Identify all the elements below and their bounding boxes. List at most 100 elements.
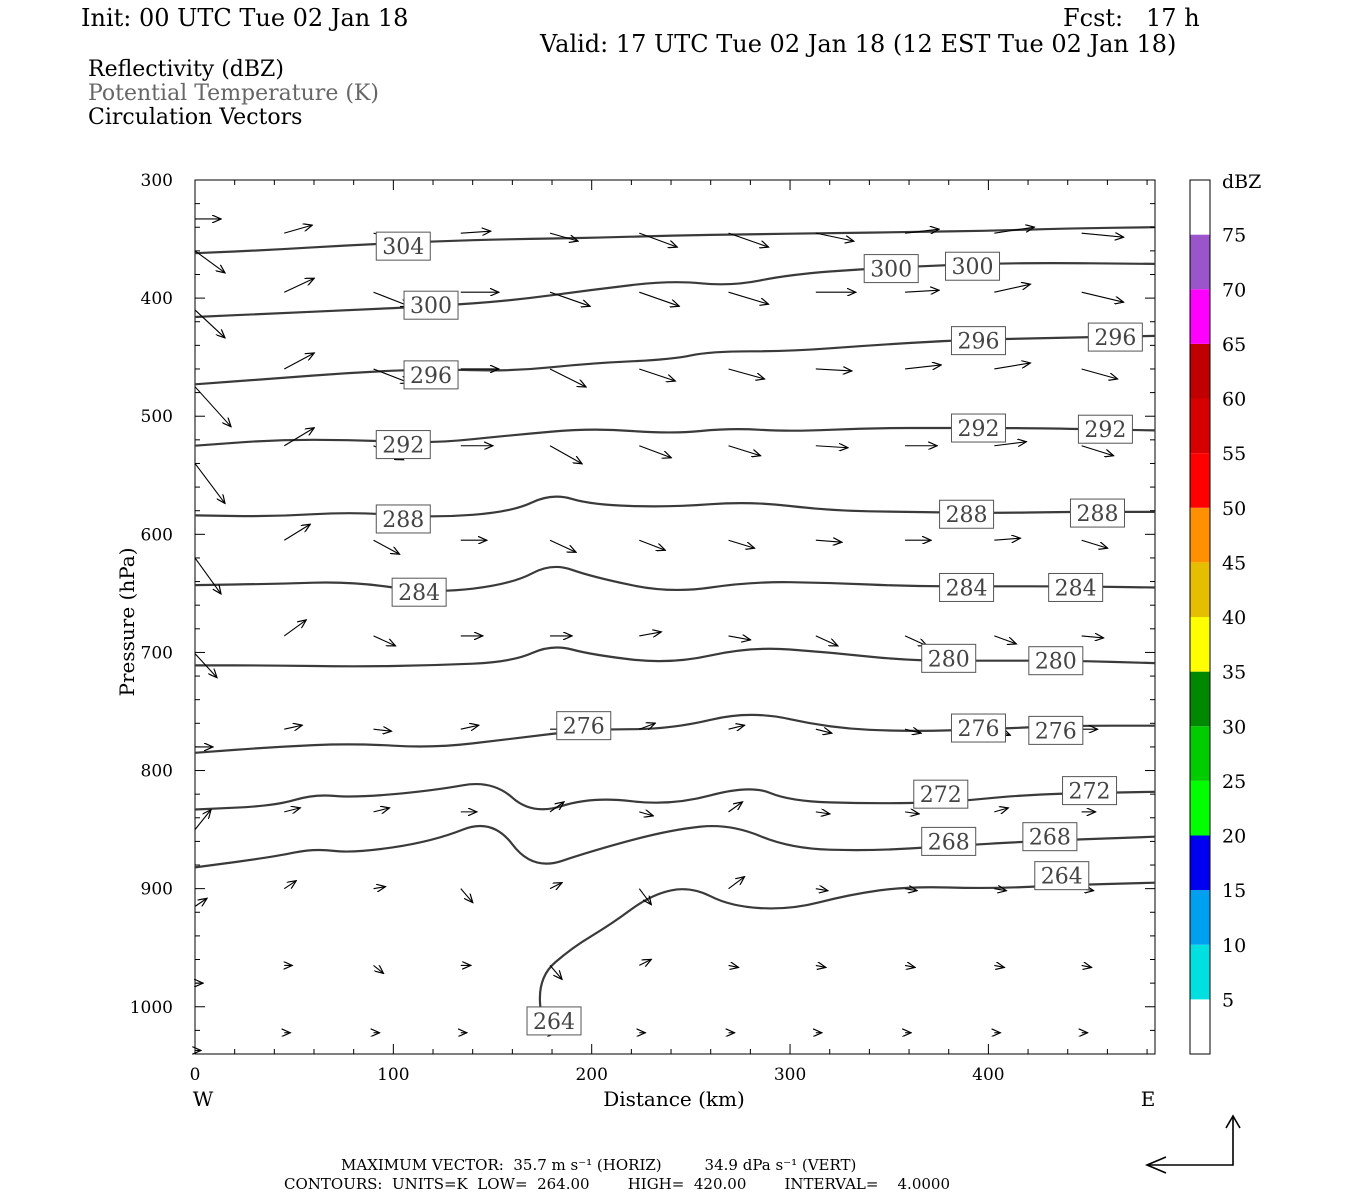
colorbar-swatch [1190, 726, 1210, 781]
circulation-vector [994, 284, 1030, 293]
contour-label-288: 288 [1076, 502, 1118, 527]
contour-label-box [1087, 322, 1143, 352]
x-tick-label: 0 [190, 1065, 201, 1085]
colorbar-swatch [1190, 343, 1210, 399]
circulation-vector [284, 808, 300, 812]
colorbar-swatch [1190, 398, 1210, 454]
circulation-vector [283, 524, 310, 541]
colorbar-swatch [1190, 780, 1210, 836]
circulation-vector [1081, 636, 1104, 638]
circulation-vector [728, 877, 745, 890]
colorbar-swatch [1190, 234, 1210, 290]
circulation-vector [638, 888, 651, 905]
theta-contour-268 [194, 825, 1156, 869]
colorbar-swatch [1190, 453, 1210, 508]
circulation-vector [815, 812, 830, 814]
contour-label-box [939, 499, 995, 529]
theta-contour-304 [194, 226, 1156, 255]
x-tick-label: 100 [377, 1065, 409, 1085]
colorbar-title: dBZ [1222, 171, 1261, 193]
circulation-vector [549, 965, 562, 979]
colorbar-swatch [1190, 944, 1210, 1000]
circulation-vector [1081, 291, 1124, 302]
circulation-vector [904, 729, 921, 733]
max-vector-note: MAXIMUM VECTOR: 35.7 m s⁻¹ (HORIZ) 34.9 … [341, 1156, 857, 1174]
contour-label-box [375, 504, 431, 534]
contour-label-box [939, 572, 995, 602]
contour-label-box [950, 713, 1006, 743]
contour-label-box [1062, 776, 1118, 806]
y-tick-label: 400 [141, 289, 173, 309]
contour-label-box [1034, 861, 1090, 891]
circulation-vector [639, 445, 671, 458]
theta-contour-292 [194, 426, 1156, 447]
colorbar-label: 75 [1222, 225, 1246, 247]
y-tick-label: 500 [141, 407, 173, 427]
circulation-vector [639, 723, 655, 729]
contour-label-272: 272 [920, 783, 962, 808]
colorbar-label: 15 [1222, 880, 1246, 902]
circulation-vector [194, 653, 217, 678]
contour-label-276: 276 [957, 717, 999, 742]
circulation-vector [549, 802, 564, 813]
contour-label-300: 300 [410, 294, 452, 319]
circulation-vector [460, 888, 473, 903]
circulation-vector [728, 232, 769, 247]
contour-label-box [1077, 414, 1133, 444]
circulation-vector [994, 808, 1008, 812]
colorbar-swatch [1190, 507, 1210, 563]
circulation-vector [994, 442, 1026, 446]
contour-label-280: 280 [928, 647, 970, 672]
colorbar-label: 55 [1222, 443, 1246, 465]
contour-label-box [863, 254, 919, 284]
circulation-vector [728, 636, 751, 640]
y-tick-label: 800 [141, 762, 173, 782]
circulation-vector [728, 725, 745, 729]
contour-label-296: 296 [1094, 326, 1136, 351]
circulation-vector [373, 887, 386, 889]
colorbar-swatch [1190, 890, 1210, 945]
circulation-vector [283, 353, 314, 370]
contour-label-box [526, 1006, 582, 1036]
circulation-vector [1081, 539, 1108, 548]
colorbar-label: 10 [1222, 935, 1246, 957]
colorbar-label: 70 [1222, 279, 1246, 301]
contour-label-268: 268 [928, 830, 970, 855]
contour-label-284: 284 [398, 581, 440, 606]
circulation-vector [815, 889, 828, 891]
contour-label-268: 268 [1029, 826, 1071, 851]
circulation-vector [194, 463, 225, 503]
legend-potential-temperature: Potential Temperature (K) [88, 81, 379, 106]
colorbar-swatch [1190, 617, 1210, 672]
y-tick-label: 300 [141, 171, 173, 191]
contour-label-box [921, 826, 977, 856]
contour-label-box [403, 360, 459, 390]
circulation-vector [994, 538, 1020, 540]
colorbar-swatch [1190, 289, 1210, 344]
x-axis-title: Distance (km) [603, 1087, 745, 1111]
contour-label-box [556, 711, 612, 741]
theta-contour-276 [194, 713, 1155, 754]
y-tick-label: 600 [141, 525, 173, 545]
colorbar-label: 25 [1222, 771, 1246, 793]
theta-contour-272 [194, 782, 1156, 811]
contour-label-296: 296 [957, 330, 999, 355]
circulation-vector [194, 898, 207, 907]
circulation-vector [639, 291, 679, 306]
colorbar-label: 5 [1222, 989, 1234, 1011]
contour-label-box [1048, 572, 1104, 602]
contour-label-box [921, 643, 977, 673]
y-tick-label: 900 [141, 880, 173, 900]
circulation-vector [549, 539, 576, 552]
circulation-vector [284, 225, 312, 234]
circulation-vector [815, 635, 838, 646]
circulation-vector [194, 309, 225, 338]
circulation-vector [1081, 965, 1092, 967]
contour-label-box [950, 326, 1006, 356]
circulation-vector [283, 428, 314, 447]
circulation-vector [639, 232, 677, 247]
circulation-vector [373, 635, 396, 646]
colorbar-label: 40 [1222, 607, 1246, 629]
colorbar-label: 45 [1222, 552, 1246, 574]
